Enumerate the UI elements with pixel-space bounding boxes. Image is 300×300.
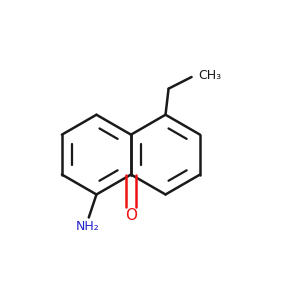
Text: CH₃: CH₃ [198, 69, 221, 82]
Text: O: O [125, 208, 137, 223]
Text: NH₂: NH₂ [75, 220, 99, 233]
